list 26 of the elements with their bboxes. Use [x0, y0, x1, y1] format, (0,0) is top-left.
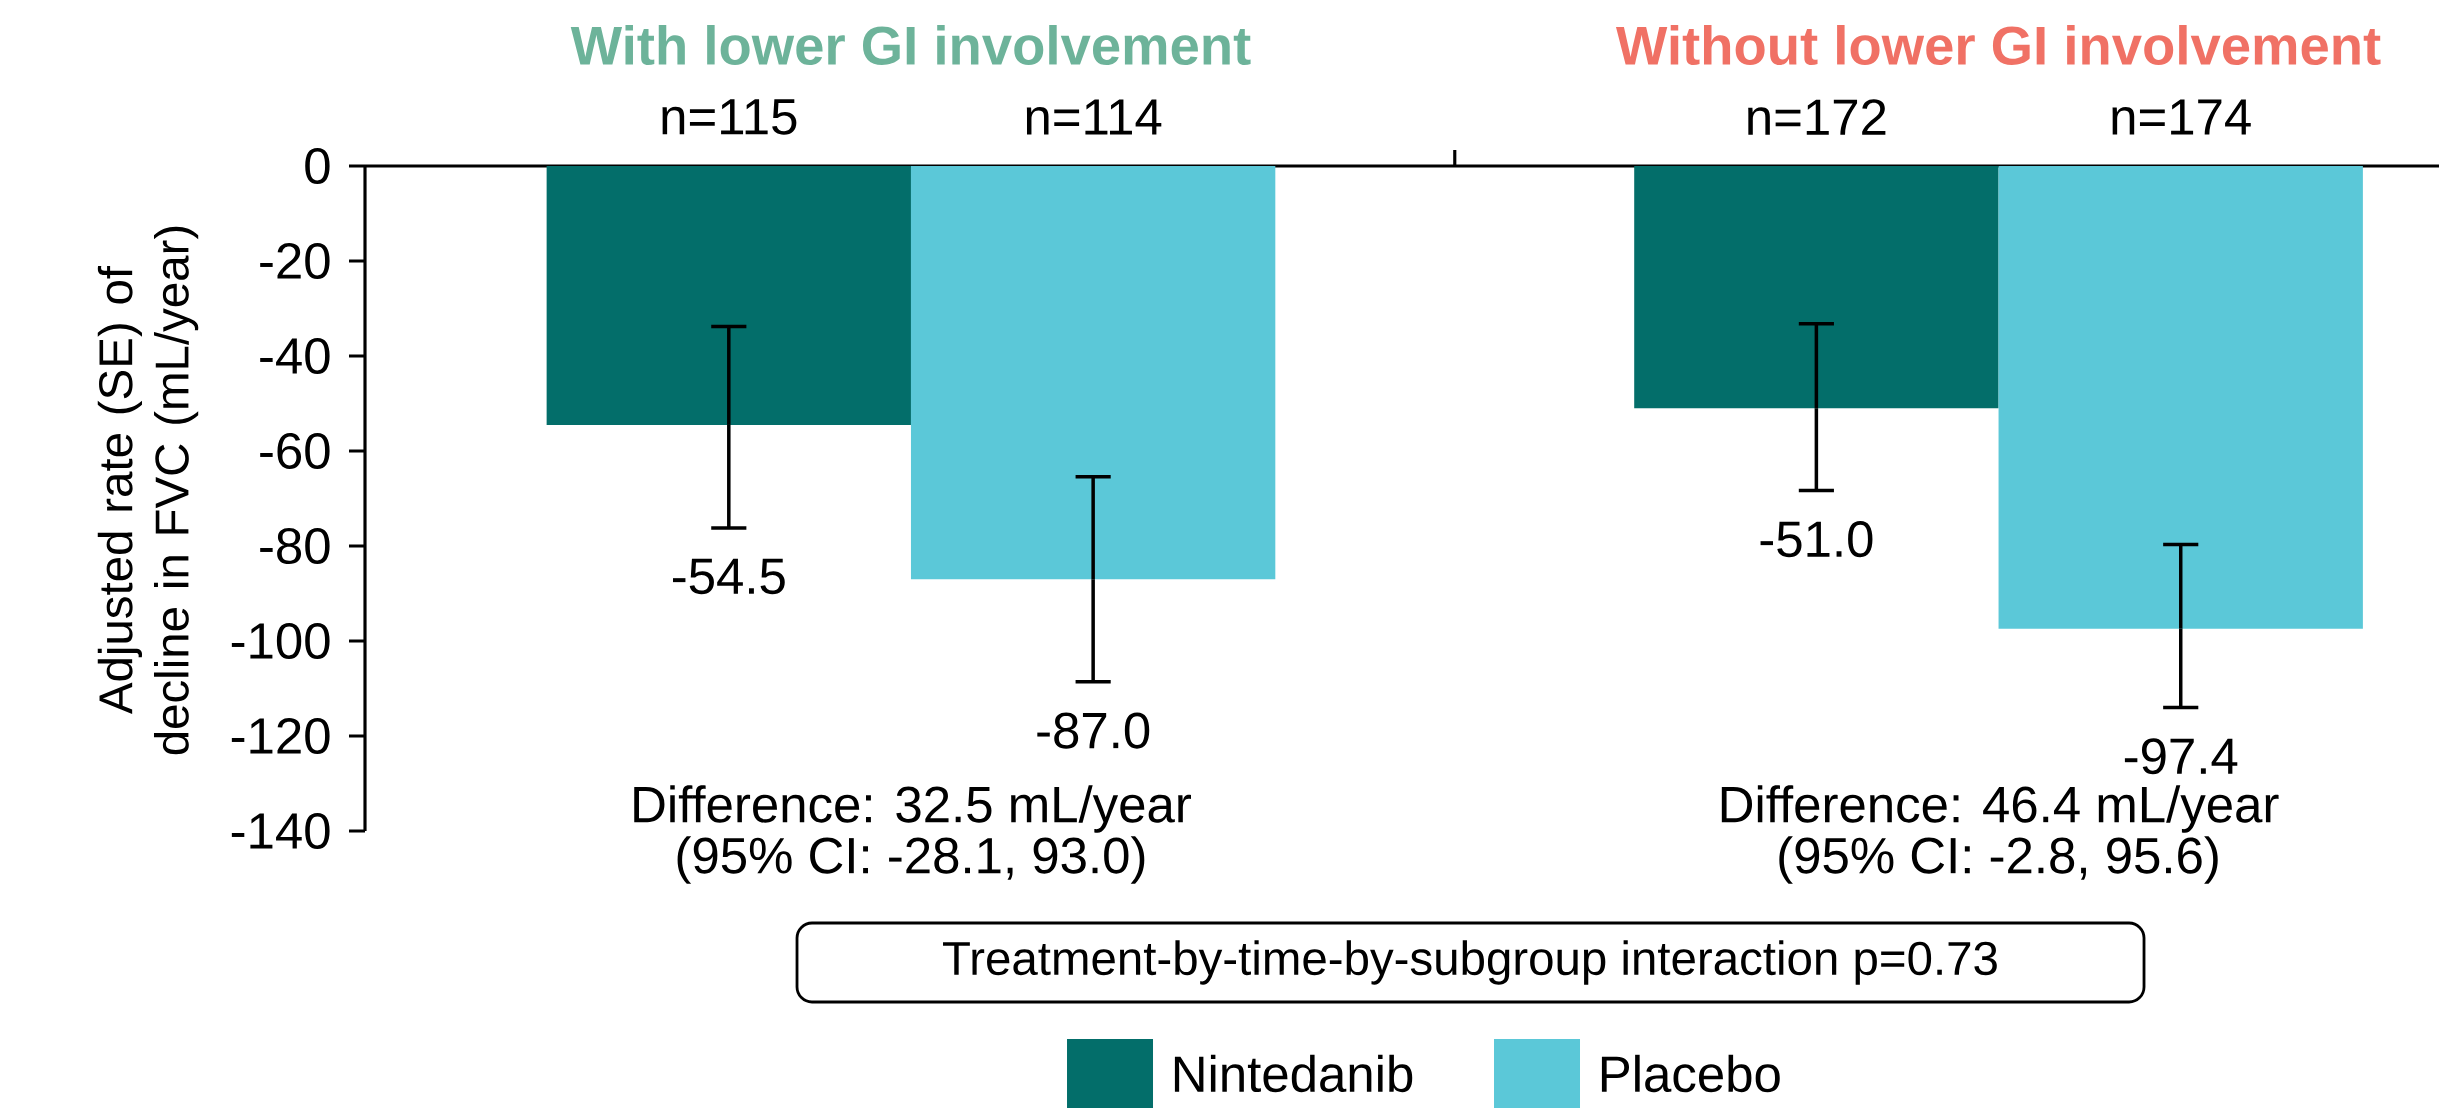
y-tick-label: 0	[305, 147, 330, 185]
data-label: -97.4	[2124, 738, 2238, 775]
data-label: -54.5	[672, 558, 785, 595]
y-tick-label: -120	[231, 717, 330, 755]
y-tick-label: -100	[231, 622, 330, 660]
y-tick-label: -40	[260, 337, 330, 375]
data-label: -87.0	[1037, 712, 1150, 749]
y-tick-label: -140	[231, 812, 330, 850]
text: Treatment-by-time-by-subgroup interaction p=0.73	[943, 940, 1997, 985]
legend-label: Placebo	[1601, 1054, 1780, 1093]
y-tick-label: -20	[260, 242, 330, 280]
text: n=114	[1026, 99, 1162, 135]
text: (95% CI: -2.8, 95.6)	[1779, 836, 2218, 884]
data-label: -51.0	[1760, 521, 1873, 558]
annotation: Difference: 46.4 mL/year	[1721, 785, 2279, 833]
x-tick-label: Without lower GI involvement	[1615, 25, 2381, 66]
y-tick-label: -80	[260, 527, 330, 565]
legend-label: Nintedanib	[1174, 1054, 1413, 1093]
y-tick-label: -60	[260, 432, 330, 470]
text: n=115	[662, 99, 797, 135]
y-axis-title: Adjusted rate (SE) of decline in FVC (mL/year)	[97, 226, 199, 755]
text: n=174	[2112, 99, 2251, 135]
text: n=172	[1748, 99, 1886, 135]
text: (95% CI: -28.1, 93.0)	[677, 836, 1145, 884]
x-tick-label: With lower GI involvement	[570, 25, 1251, 66]
annotation: Difference: 32.5 mL/year	[634, 785, 1191, 833]
